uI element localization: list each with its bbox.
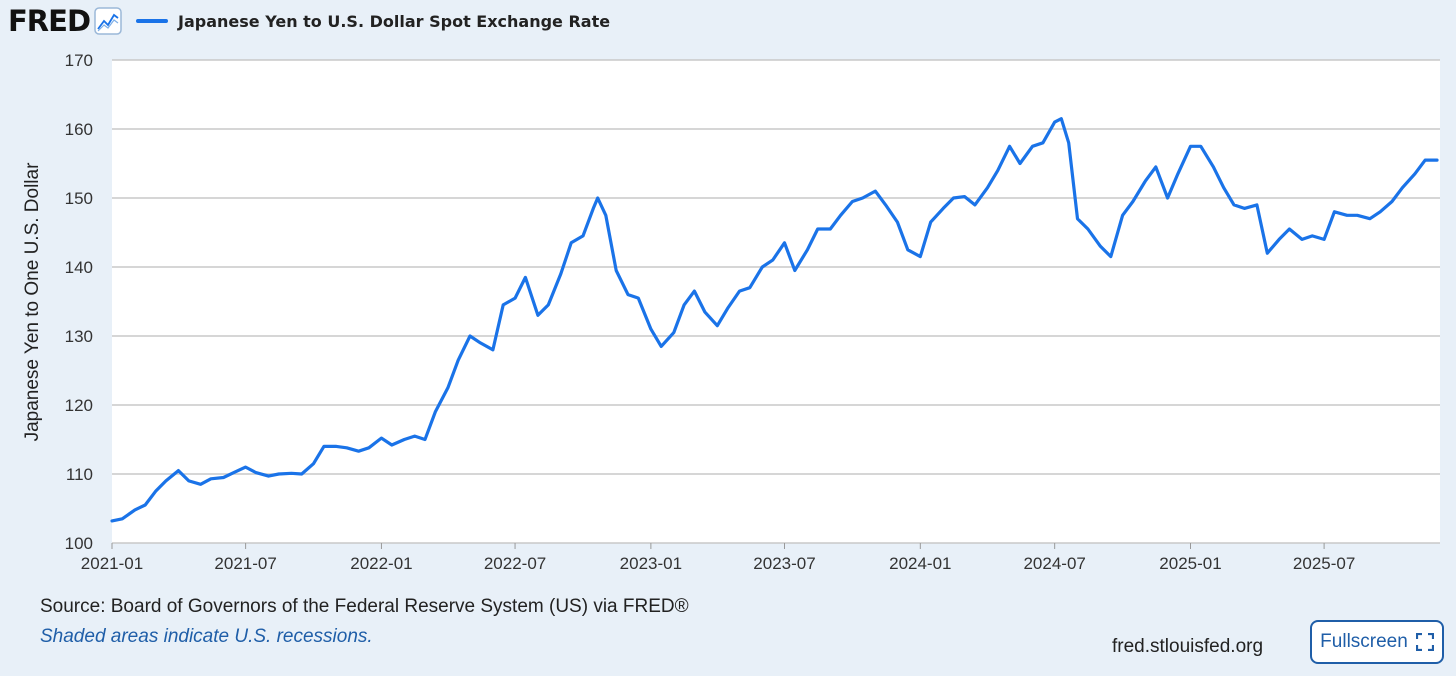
legend-series-label: Japanese Yen to U.S. Dollar Spot Exchang… xyxy=(178,11,611,31)
legend-swatch xyxy=(136,19,169,23)
y-tick-label: 100 xyxy=(65,534,93,553)
plot-area xyxy=(112,60,1440,543)
chart-legend: Japanese Yen to U.S. Dollar Spot Exchang… xyxy=(136,12,610,31)
recession-note: Shaded areas indicate U.S. recessions. xyxy=(40,626,373,647)
y-tick-label: 150 xyxy=(65,189,93,208)
site-link[interactable]: fred.stlouisfed.org xyxy=(1112,636,1264,657)
trend-line-icon[interactable] xyxy=(94,7,122,35)
x-tick-label: 2021-07 xyxy=(214,554,276,573)
series-line-jpy-usd xyxy=(110,117,1439,523)
fullscreen-label: Fullscreen xyxy=(1320,631,1408,652)
grid-lines xyxy=(112,59,1440,544)
fred-logo[interactable]: FRED xyxy=(8,4,91,38)
x-tick-label: 2024-07 xyxy=(1023,554,1085,573)
x-tick-label: 2022-07 xyxy=(484,554,546,573)
x-tick-label: 2025-01 xyxy=(1159,554,1221,573)
x-tick-label: 2024-01 xyxy=(889,554,951,573)
fullscreen-button[interactable]: Fullscreen xyxy=(1310,620,1444,664)
y-tick-label: 160 xyxy=(65,120,93,139)
x-tick-label: 2023-01 xyxy=(620,554,682,573)
x-tick-label: 2021-01 xyxy=(81,554,143,573)
y-tick-label: 130 xyxy=(65,327,93,346)
y-axis-ticks: 100 110 120 130 140 150 160 170 xyxy=(65,51,93,553)
x-tick-label: 2023-07 xyxy=(753,554,815,573)
x-tick-label: 2022-01 xyxy=(350,554,412,573)
x-tick-label: 2025-07 xyxy=(1293,554,1355,573)
source-text: Source: Board of Governors of the Federa… xyxy=(40,596,689,617)
y-tick-label: 140 xyxy=(65,258,93,277)
y-axis-label: Japanese Yen to One U.S. Dollar xyxy=(22,162,43,442)
y-tick-label: 110 xyxy=(66,465,93,484)
y-tick-label: 170 xyxy=(65,51,93,70)
chart-header: FRED Japanese Yen to U.S. Dollar Spot Ex… xyxy=(8,4,610,38)
expand-corners-icon xyxy=(1415,633,1434,651)
x-axis-ticks: 2021-01 2021-07 2022-01 2022-07 2023-01 2023-… xyxy=(81,543,1355,573)
y-tick-label: 120 xyxy=(65,396,93,415)
